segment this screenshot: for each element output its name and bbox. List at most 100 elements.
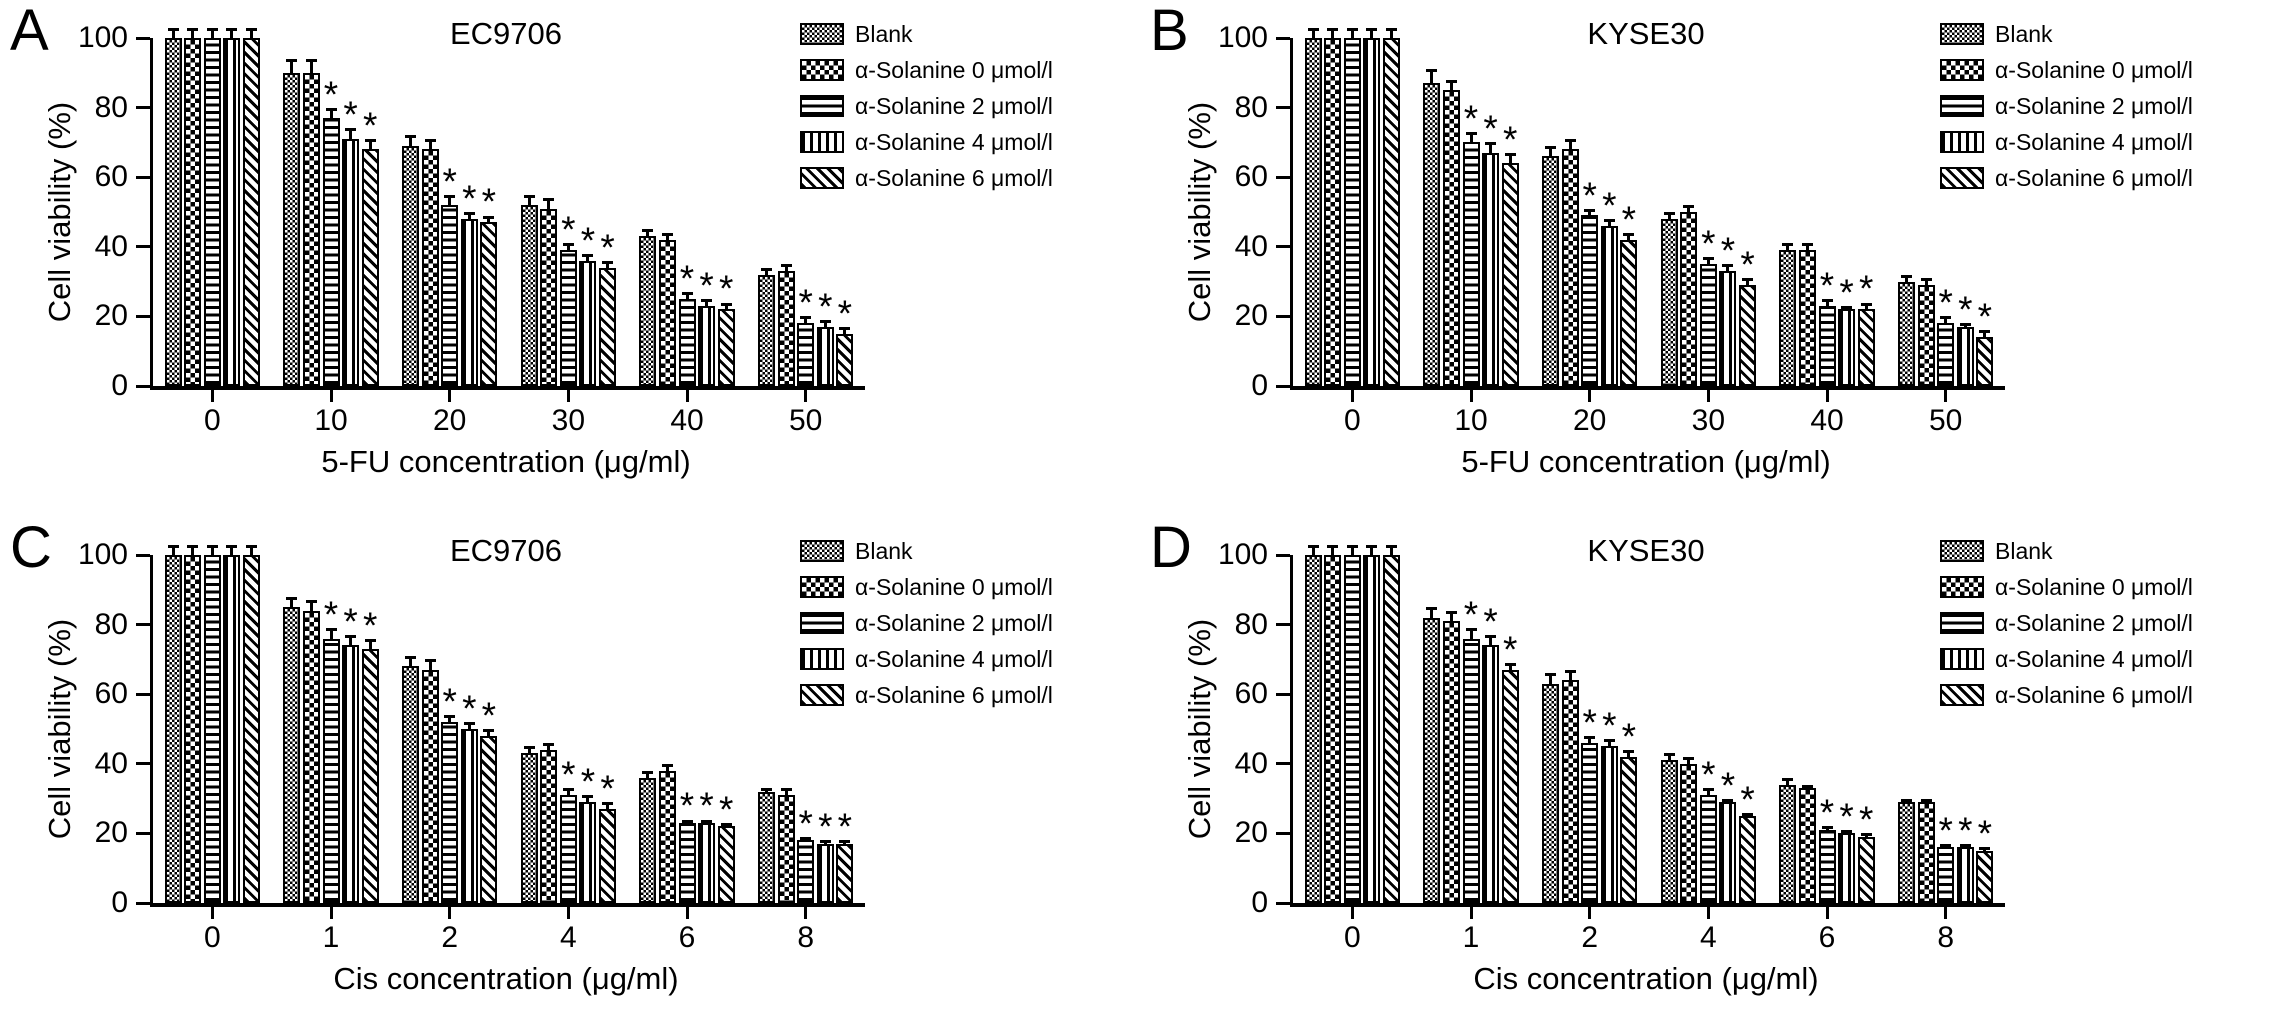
bar-A-30-s0 <box>520 205 538 386</box>
error-bar <box>1542 673 1559 684</box>
error-bar-cap <box>780 264 792 268</box>
error-bar-cap <box>167 27 179 31</box>
legend-swatch-checkerboard <box>1940 576 1984 598</box>
legend-label: α-Solanine 4 μmol/l <box>1995 128 2193 155</box>
x-axis-tick <box>210 907 214 919</box>
panel-b: B KYSE30 Cell viability (%) * * * * * * * * * * * *… <box>1140 0 2280 517</box>
significance-asterisk: * <box>1819 265 1835 306</box>
significance-asterisk: * <box>481 181 497 223</box>
significance-asterisk: * <box>718 268 734 310</box>
legend-swatch-fine-checkerboard <box>800 23 844 45</box>
error-bar <box>441 194 458 206</box>
bar-C-2-s1 <box>421 669 439 903</box>
significance-asterisk: * <box>1582 701 1597 743</box>
bar-A-50-s3 <box>816 326 834 386</box>
y-axis-tick <box>1276 623 1290 627</box>
error-bar-cap <box>1821 299 1833 303</box>
error-bar-stem <box>467 212 471 219</box>
x-axis-title: Cis concentration (μg/ml) <box>1473 961 1819 996</box>
bar-B-20-s2 <box>1581 215 1599 386</box>
error-bar-stem <box>1568 138 1572 150</box>
significance-asterisk: * <box>580 761 596 803</box>
bar-B-40-s3 <box>1838 309 1856 386</box>
bar-B-10-s4 <box>1501 163 1519 386</box>
error-bar-stem <box>1331 544 1335 555</box>
bar-C-1-s2 <box>322 638 340 903</box>
y-axis-tick <box>136 245 150 249</box>
significance-asterisk: * <box>600 226 615 268</box>
error-bar-cap <box>305 600 317 604</box>
bar-C-1-s0 <box>283 607 301 903</box>
legend-row: Blank <box>1940 20 2193 47</box>
error-bar-stem <box>724 302 728 310</box>
error-bar-cap <box>1702 257 1714 261</box>
error-bar <box>1324 27 1341 38</box>
error-bar-stem <box>646 229 650 237</box>
error-bar-cap <box>483 729 495 733</box>
error-bar-cap <box>1366 27 1378 31</box>
error-bar-cap <box>1465 131 1477 135</box>
error-bar-stem <box>408 135 412 146</box>
bar-B-10-s3 <box>1482 152 1500 386</box>
significance-asterisk: * <box>362 604 378 646</box>
error-bar <box>1680 205 1697 212</box>
error-bar <box>441 715 458 723</box>
error-bar-cap <box>1584 735 1596 739</box>
legend: Blank α-Solanine 0 μmol/l α-Solanine 2 μmo… <box>1940 538 2193 719</box>
error-bar-stem <box>1390 27 1394 38</box>
error-bar <box>1799 243 1816 251</box>
error-bar <box>1305 544 1322 555</box>
bar-C-8-s2 <box>797 840 815 903</box>
error-bar-stem <box>1469 628 1473 639</box>
legend-swatch-diagonal-stripes <box>800 167 844 189</box>
bar-C-4-s3 <box>579 802 597 903</box>
error-bar <box>1898 798 1915 803</box>
error-bar-stem <box>487 215 491 223</box>
x-tick-label: 0 <box>203 404 221 437</box>
legend-label: Blank <box>1995 20 2053 47</box>
bar-C-4-s1 <box>540 749 558 903</box>
x-axis-tick <box>566 390 570 402</box>
error-bar-cap <box>602 802 614 806</box>
y-tick-label: 40 <box>1234 229 1268 263</box>
error-bar <box>223 27 240 38</box>
bar-A-40-s4 <box>717 309 735 386</box>
x-tick-label: 0 <box>1343 404 1361 437</box>
significance-asterisk: * <box>362 104 378 146</box>
bar-B-30-s3 <box>1719 271 1737 386</box>
error-bar <box>1305 27 1322 38</box>
bar-B-50-s3 <box>1956 326 1974 386</box>
error-bar <box>1601 739 1618 747</box>
x-tick-label: 10 <box>1454 404 1488 437</box>
error-bar-cap <box>1940 843 1952 847</box>
legend-row: α-Solanine 4 μmol/l <box>800 646 1053 672</box>
bar-A-30-s3 <box>579 260 597 386</box>
error-bar-stem <box>349 128 353 139</box>
y-axis-tick <box>1276 692 1290 696</box>
error-bar <box>1700 788 1717 796</box>
error-bar-cap <box>1564 669 1576 673</box>
legend-row: α-Solanine 2 μmol/l <box>1940 93 2193 119</box>
bar-C-0-s2 <box>203 555 221 903</box>
error-bar-stem <box>1449 610 1453 622</box>
bar-D-0-s0 <box>1304 555 1322 903</box>
significance-asterisk: * <box>699 265 714 306</box>
error-bar-stem <box>1588 735 1592 743</box>
error-bar-cap <box>1900 798 1912 802</box>
error-bar-cap <box>1445 610 1457 614</box>
bar-B-30-s4 <box>1739 285 1757 386</box>
error-bar <box>1661 212 1678 219</box>
error-bar-stem <box>1548 145 1552 157</box>
bar-B-40-s0 <box>1779 250 1797 386</box>
bar-B-40-s4 <box>1857 309 1875 386</box>
significance-asterisk: * <box>1938 282 1953 324</box>
error-bar <box>461 722 478 729</box>
error-bar <box>1739 278 1756 286</box>
error-bar-cap <box>523 746 535 750</box>
error-bar <box>480 215 497 223</box>
x-axis-tick <box>1706 390 1710 402</box>
x-tick-label: 2 <box>1581 921 1598 954</box>
error-bar <box>422 138 439 150</box>
bar-A-10-s3 <box>342 138 360 386</box>
y-axis-tick <box>1276 175 1290 179</box>
